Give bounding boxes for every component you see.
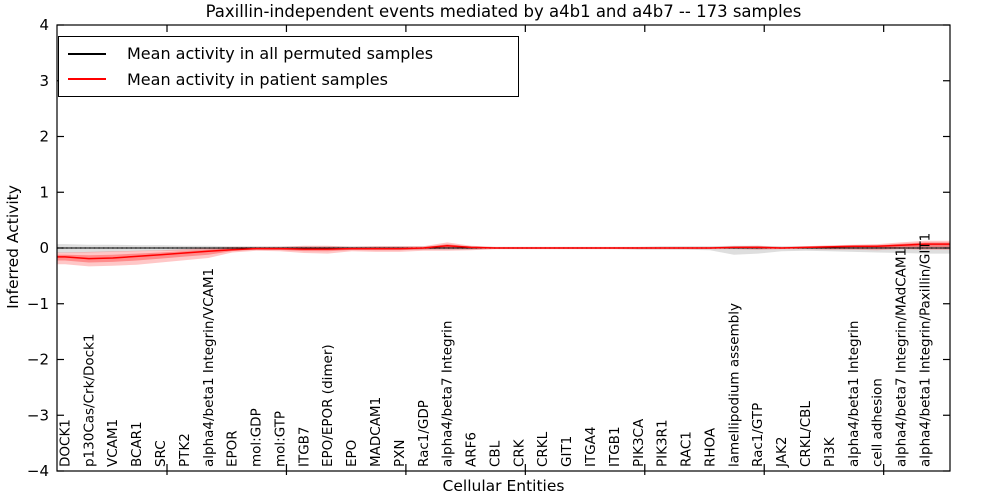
y-tick-label: 2 <box>39 128 49 146</box>
x-category-label: DOCK1 <box>57 419 73 467</box>
x-category-label: p130Cas/Crk/Dock1 <box>81 334 97 467</box>
x-category-label: alpha4/beta7 Integrin/MAdCAM1 <box>894 248 910 467</box>
x-category-label: EPOR <box>225 430 241 467</box>
x-category-label: CRKL <box>535 431 551 467</box>
legend-line-permuted <box>68 52 106 55</box>
x-category-label: RHOA <box>702 427 718 467</box>
x-category-label: CRKL/CBL <box>798 401 814 467</box>
x-category-label: VCAM1 <box>105 419 121 467</box>
legend-item-permuted: Mean activity in all permuted samples <box>59 41 518 67</box>
y-tick-label: −1 <box>27 295 49 313</box>
y-axis-label: Inferred Activity <box>4 185 22 309</box>
x-category-label: MADCAM1 <box>368 397 384 467</box>
x-category-label: ARF6 <box>464 432 480 467</box>
legend: Mean activity in all permuted samples Me… <box>58 36 519 97</box>
y-tick-label: 3 <box>39 72 49 90</box>
y-tick-label: −3 <box>27 406 49 424</box>
x-category-label: JAK2 <box>774 437 790 468</box>
legend-line-patient <box>68 78 106 81</box>
x-category-label: ITGA4 <box>583 426 599 467</box>
x-category-label: lamellipodium assembly <box>726 303 742 467</box>
x-category-label: EPO <box>344 440 360 467</box>
x-category-label: alpha4/beta7 Integrin <box>440 321 456 467</box>
x-category-label: GIT1 <box>559 436 575 467</box>
y-tick-label: 1 <box>39 183 49 201</box>
patient-mean-line <box>57 243 950 260</box>
x-category-label: mol:GDP <box>249 408 265 467</box>
x-category-label: PXN <box>392 440 408 468</box>
x-category-label: PTK2 <box>177 433 193 467</box>
x-category-label: alpha4/beta1 Integrin <box>846 321 862 467</box>
y-tick-label: 4 <box>39 16 49 34</box>
y-tick-label: −4 <box>27 462 49 480</box>
x-category-label: PI3K <box>822 436 838 467</box>
x-category-label: PIK3R1 <box>655 419 671 467</box>
x-category-label: BCAR1 <box>129 421 145 467</box>
x-category-label: cell adhesion <box>870 378 886 467</box>
permuted-band <box>57 244 950 255</box>
x-category-label: alpha4/beta1 Integrin/Paxillin/GIT1 <box>917 233 933 467</box>
x-category-label: ITGB7 <box>296 426 312 467</box>
legend-label-patient: Mean activity in patient samples <box>127 69 388 89</box>
x-category-label: CRK <box>511 438 527 467</box>
x-category-label: CBL <box>487 440 503 467</box>
x-axis-label: Cellular Entities <box>442 477 565 495</box>
x-category-label: SRC <box>153 440 169 467</box>
x-category-label: EPO/EPOR (dimer) <box>320 344 336 467</box>
y-tick-label: −2 <box>27 351 49 369</box>
x-category-label: PIK3CA <box>631 418 647 467</box>
y-tick-label: 0 <box>39 239 49 257</box>
legend-item-patient: Mean activity in patient samples <box>59 67 518 93</box>
chart-title: Paxillin-independent events mediated by … <box>205 2 802 21</box>
x-category-label: mol:GTP <box>272 411 288 467</box>
x-category-label: Rac1/GTP <box>750 403 766 467</box>
x-category-label: Rac1/GDP <box>416 400 432 467</box>
x-category-label: alpha4/beta1 Integrin/VCAM1 <box>201 268 217 467</box>
legend-label-permuted: Mean activity in all permuted samples <box>127 44 434 64</box>
x-category-label: ITGB1 <box>607 426 623 467</box>
x-category-label: RAC1 <box>679 431 695 467</box>
